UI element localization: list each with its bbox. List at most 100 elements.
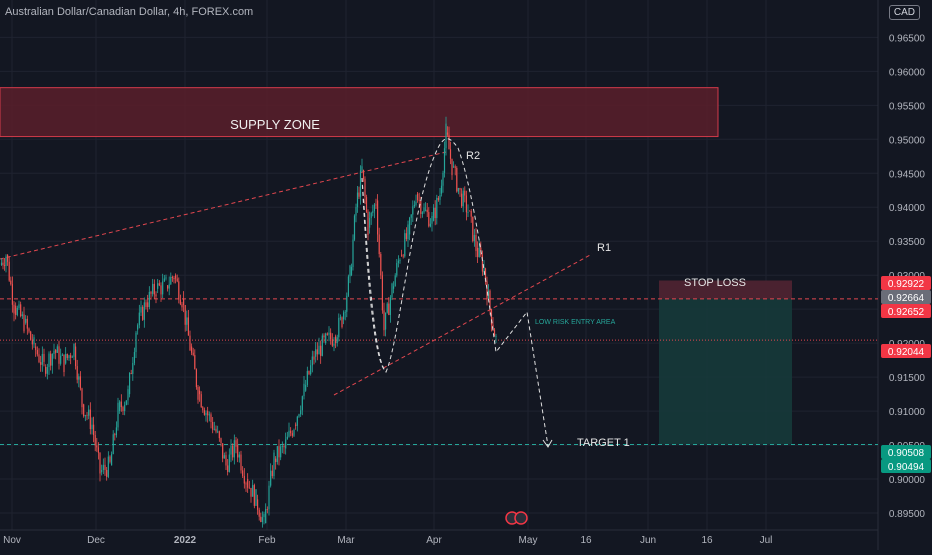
candle-body xyxy=(364,179,366,198)
candle-body xyxy=(145,302,147,307)
candle-body xyxy=(361,166,363,171)
candle-body xyxy=(477,248,479,257)
candle-body xyxy=(478,247,480,257)
y-tick-label: 0.94000 xyxy=(889,203,926,214)
candle-body xyxy=(46,367,48,374)
price-tag xyxy=(881,445,931,459)
candle-body xyxy=(238,454,240,458)
candle-body xyxy=(271,470,273,477)
candle-body xyxy=(412,206,414,215)
candle-body xyxy=(133,352,135,363)
candle-body xyxy=(308,371,310,375)
candle-body xyxy=(418,200,420,201)
currency-badge[interactable]: CAD xyxy=(888,5,920,20)
candle-body xyxy=(225,455,227,466)
candle-body xyxy=(462,190,464,207)
candle-body xyxy=(55,349,57,353)
candle-body xyxy=(349,265,351,277)
price-tag-label: 0.90494 xyxy=(888,462,925,473)
candle-body xyxy=(167,285,169,289)
candle-body xyxy=(320,345,322,356)
candle-body xyxy=(120,401,122,408)
r1-label: R1 xyxy=(597,242,611,254)
candle-body xyxy=(469,210,471,212)
candle-body xyxy=(486,281,488,299)
y-tick-label: 0.91000 xyxy=(889,407,926,418)
projection-path xyxy=(361,138,549,447)
candle-body xyxy=(81,388,83,408)
candle-body xyxy=(78,376,80,380)
candle-body xyxy=(436,197,438,219)
candle-body xyxy=(48,353,50,368)
candle-body xyxy=(407,224,409,239)
candle-body xyxy=(158,283,160,286)
candle-body xyxy=(28,328,30,332)
y-tick-label: 0.94500 xyxy=(889,169,926,180)
candle-body xyxy=(247,479,249,488)
candle-body xyxy=(280,446,282,458)
candle-body xyxy=(97,447,99,453)
candle-body xyxy=(223,455,225,459)
candle-body xyxy=(457,188,459,192)
candle-body xyxy=(434,207,436,219)
candle-body xyxy=(99,452,101,474)
candle-body xyxy=(381,275,383,311)
candle-body xyxy=(228,454,230,472)
candle-body xyxy=(383,310,385,331)
candle-body xyxy=(288,430,290,437)
candle-body xyxy=(442,172,444,186)
candle-body xyxy=(94,435,96,446)
candle-body xyxy=(470,210,472,217)
candle-body xyxy=(429,223,431,227)
stop-loss-zone xyxy=(659,280,792,299)
candle-body xyxy=(396,262,398,276)
candle-body xyxy=(7,254,9,262)
candle-body xyxy=(481,255,483,272)
candle-body xyxy=(217,431,219,433)
candle-body xyxy=(428,212,430,227)
candle-body xyxy=(410,214,412,218)
candle-body xyxy=(391,283,393,298)
x-tick-label: Mar xyxy=(337,535,355,546)
swing-left-leg xyxy=(361,177,387,373)
candle-body xyxy=(311,356,313,366)
candle-body xyxy=(160,285,162,295)
candle-body xyxy=(389,297,391,315)
candle-body xyxy=(175,275,177,279)
candle-body xyxy=(215,428,217,432)
candle-body xyxy=(168,284,170,289)
candle-body xyxy=(227,465,229,472)
candle-body xyxy=(413,204,415,207)
candle-body xyxy=(162,281,164,295)
candle-body xyxy=(220,438,222,444)
candle-body xyxy=(181,304,183,308)
candle-body xyxy=(346,295,348,312)
candle-body xyxy=(68,355,70,358)
candle-body xyxy=(338,317,340,338)
candle-body xyxy=(355,207,357,216)
candle-body xyxy=(194,355,196,370)
price-tag xyxy=(881,290,931,304)
candle-body xyxy=(212,421,214,430)
candle-body xyxy=(138,312,140,326)
x-tick-label: May xyxy=(519,535,538,546)
candle-body xyxy=(163,278,165,282)
candle-body xyxy=(183,298,185,306)
candle-body xyxy=(237,445,239,458)
candle-body xyxy=(195,369,197,388)
candle-body xyxy=(122,407,124,412)
candle-body xyxy=(205,412,207,415)
candle-body xyxy=(409,217,411,235)
candle-body xyxy=(91,424,93,430)
candle-body xyxy=(184,305,186,325)
candle-body xyxy=(152,283,154,294)
candle-body xyxy=(325,333,327,344)
candle-body xyxy=(385,312,387,330)
candle-body xyxy=(275,458,277,463)
candle-body xyxy=(210,414,212,422)
candle-body xyxy=(232,445,234,458)
x-tick-label: Jun xyxy=(640,535,656,546)
candle-body xyxy=(278,446,280,458)
